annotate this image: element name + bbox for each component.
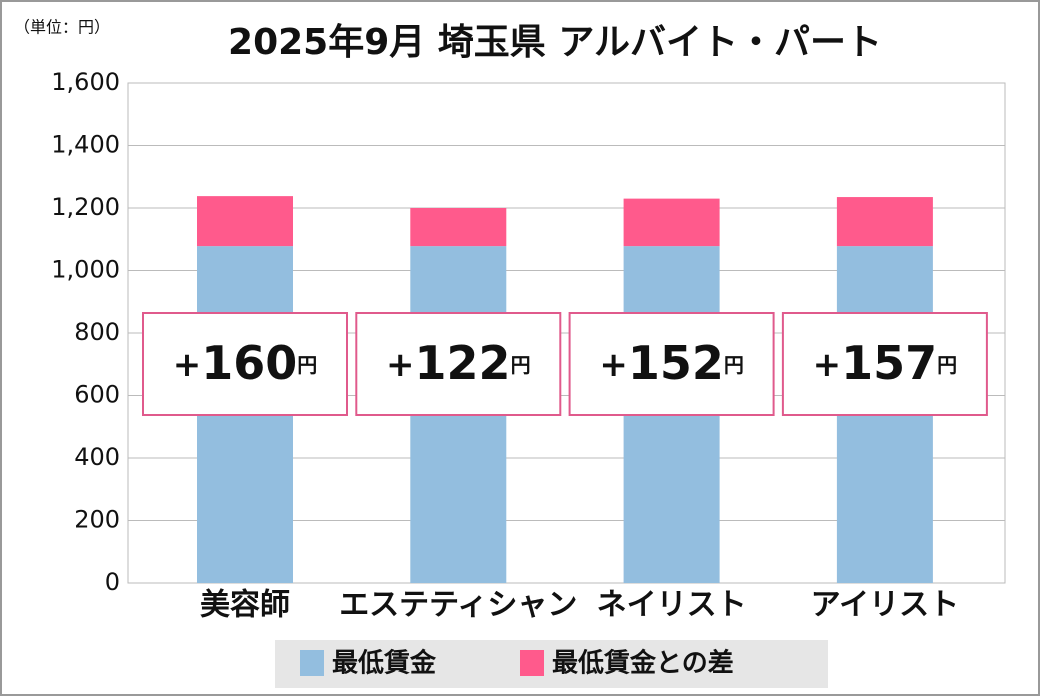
y-tick-label: 200 [74, 506, 120, 534]
value-label: +157円 [813, 336, 958, 390]
value-label: +160円 [173, 336, 318, 390]
bar-segment [410, 208, 507, 247]
label-box [355, 312, 562, 416]
y-tick-label: 0 [105, 568, 120, 596]
x-tick-label: ネイリスト [597, 588, 747, 623]
label-box [781, 312, 988, 416]
x-tick-label: 美容師 [200, 588, 290, 623]
legend-label: 最低賃金との差 [552, 648, 734, 679]
x-tick-label: エステティシャン [339, 588, 577, 623]
y-tick-label: 400 [74, 443, 120, 471]
value-label: +122円 [386, 336, 531, 390]
unit-label: （単位：円） [14, 18, 110, 37]
bar-segment [197, 196, 293, 247]
legend-swatch [520, 650, 544, 676]
x-tick-label: アイリスト [811, 588, 960, 623]
y-tick-label: 600 [74, 381, 120, 409]
legend-label: 最低賃金 [332, 648, 437, 679]
bar-segment [623, 198, 720, 247]
y-tick-label: 1,000 [51, 256, 120, 284]
y-tick-label: 1,200 [51, 193, 120, 221]
bar-segment [836, 197, 933, 247]
y-tick-label: 1,600 [51, 68, 120, 96]
legend-box [275, 640, 828, 688]
label-box [142, 312, 348, 416]
value-label: +152円 [599, 336, 744, 390]
y-tick-label: 1,400 [51, 131, 120, 159]
chart-title: 2025年9月 埼玉県 アルバイト・パート [228, 22, 882, 63]
y-tick-label: 800 [74, 318, 120, 346]
legend-swatch [300, 650, 324, 676]
label-box [568, 312, 775, 416]
